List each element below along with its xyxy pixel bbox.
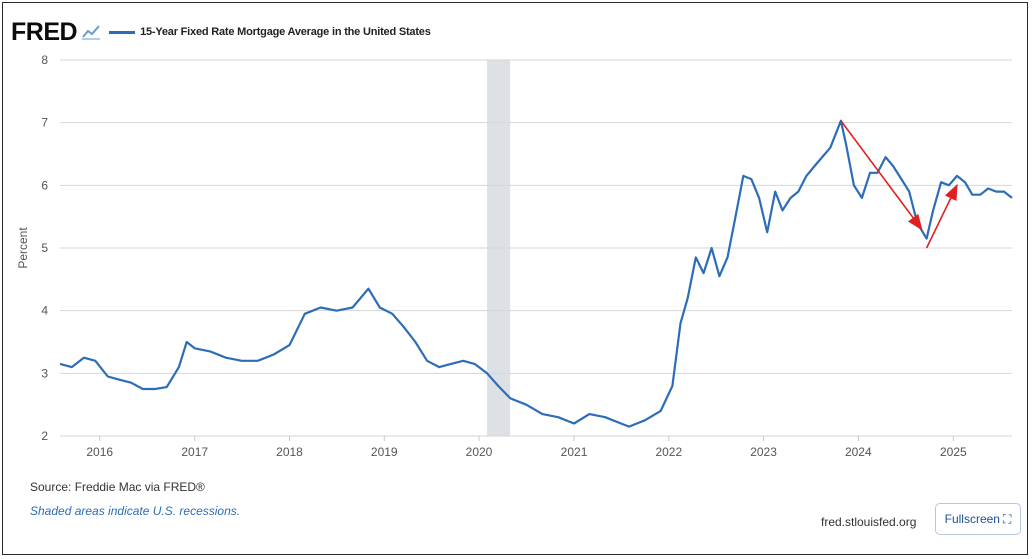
x-tick-label: 2024	[845, 445, 872, 459]
x-tick-label: 2017	[181, 445, 208, 459]
x-tick-label: 2021	[561, 445, 588, 459]
legend-label[interactable]: 15-Year Fixed Rate Mortgage Average in t…	[140, 26, 431, 38]
legend-swatch	[109, 30, 136, 34]
source-text: Source: Freddie Mac via FRED®	[30, 480, 205, 494]
fred-logo[interactable]: FRED	[11, 17, 78, 46]
fullscreen-button[interactable]: Fullscreen ⛶	[935, 503, 1021, 535]
y-tick-label: 3	[41, 366, 48, 380]
x-tick-label: 2022	[655, 445, 682, 459]
x-tick-label: 2019	[371, 445, 398, 459]
y-tick-label: 5	[41, 241, 48, 255]
annotation-arrow	[925, 183, 958, 249]
graph-icon	[82, 25, 101, 40]
x-tick-label: 2025	[940, 445, 967, 459]
fullscreen-label: Fullscreen	[944, 512, 1000, 526]
chart-header: FRED 15-Year Fixed Rate Mortgage Average…	[11, 17, 431, 47]
y-tick-label: 7	[41, 116, 48, 130]
site-url: fred.stlouisfed.org	[821, 515, 917, 529]
x-tick-label: 2020	[466, 445, 493, 459]
y-tick-label: 2	[41, 429, 48, 443]
y-tick-label: 8	[41, 53, 48, 67]
y-tick-label: 6	[41, 178, 48, 192]
fullscreen-icon: ⛶	[1002, 511, 1012, 526]
x-tick-label: 2016	[86, 445, 113, 459]
annotation-arrow	[840, 120, 923, 231]
series-line	[59, 119, 1013, 428]
y-tick-label: 4	[41, 304, 48, 318]
x-tick-label: 2018	[276, 445, 303, 459]
y-axis-label: Percent	[16, 227, 30, 269]
x-tick-label: 2023	[750, 445, 777, 459]
recession-note: Shaded areas indicate U.S. recessions.	[30, 504, 241, 518]
